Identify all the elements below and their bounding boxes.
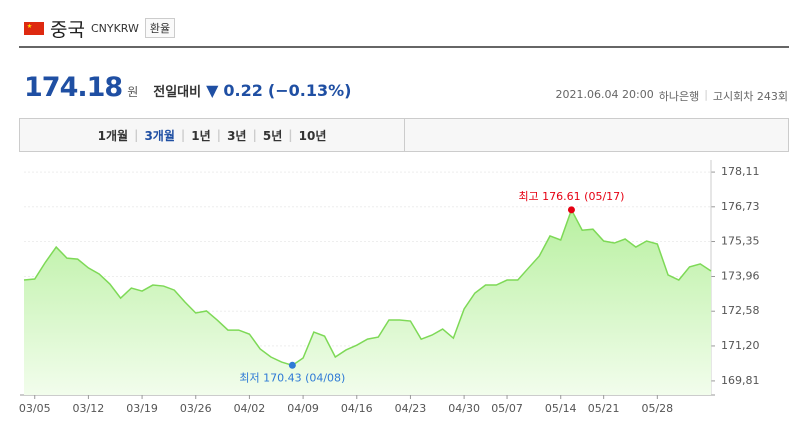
max-label: 최고 176.61 (05/17) bbox=[518, 190, 624, 203]
separator: | bbox=[134, 128, 139, 142]
datetime: 2021.06.04 20:00 bbox=[555, 88, 654, 101]
x-tick-label: 04/16 bbox=[341, 402, 373, 415]
x-tick-label: 05/07 bbox=[491, 402, 523, 415]
min-label: 최저 170.43 (04/08) bbox=[239, 371, 345, 384]
line bbox=[23, 207, 712, 367]
x-tick-label: 04/02 bbox=[234, 402, 266, 415]
separator: | bbox=[216, 128, 222, 142]
round: 고시회차 243회 bbox=[712, 90, 788, 103]
x-tick-label: 05/21 bbox=[588, 402, 620, 415]
y-tick-label: 169,81 bbox=[721, 374, 760, 387]
period-tab[interactable]: 10년 bbox=[298, 128, 327, 143]
separator: | bbox=[180, 128, 186, 142]
unit: 원 bbox=[127, 85, 139, 99]
x-tick-label: 04/09 bbox=[287, 402, 319, 415]
quote: 174.18 원 전일대비 ▼ 0.22 (−0.13%) bbox=[24, 72, 351, 103]
period-tab[interactable]: 5년 bbox=[262, 128, 283, 143]
divider bbox=[19, 46, 789, 48]
x-tick-label: 03/12 bbox=[73, 402, 105, 415]
rate-button[interactable]: 환율 bbox=[144, 18, 176, 38]
currency-name: 중국 bbox=[50, 18, 85, 41]
period-tab[interactable]: 3개월 bbox=[144, 128, 175, 143]
separator: | bbox=[704, 88, 708, 101]
y-tick-label: 175,35 bbox=[721, 235, 760, 248]
x-tick-label: 04/23 bbox=[395, 402, 427, 415]
bank: 하나은행 bbox=[658, 90, 700, 103]
x-tick-label: 03/26 bbox=[180, 402, 212, 415]
direction: ▼ bbox=[206, 81, 219, 100]
x-tick-label: 03/05 bbox=[19, 402, 51, 415]
min-point bbox=[288, 361, 296, 369]
period-tab[interactable]: 1개월 bbox=[97, 128, 129, 143]
max-point bbox=[567, 206, 575, 214]
x-tick-label: 05/14 bbox=[545, 402, 577, 415]
y-tick-label: 178,11 bbox=[721, 165, 760, 178]
x-tick-label: 05/28 bbox=[641, 402, 673, 415]
separator: | bbox=[288, 128, 293, 142]
x-tick-label: 03/19 bbox=[126, 402, 158, 415]
header: 중국 CNYKRW 환율 bbox=[24, 14, 176, 42]
period-tab[interactable]: 1년 bbox=[191, 128, 211, 143]
y-tick-label: 171,20 bbox=[721, 339, 760, 352]
change-label: 전일대비 bbox=[153, 85, 202, 100]
area bbox=[24, 209, 711, 395]
y-tick-label: 176,73 bbox=[721, 200, 760, 213]
period-tab[interactable]: 3년 bbox=[227, 128, 247, 143]
flag bbox=[24, 21, 44, 35]
change-pct: (−0.13%) bbox=[267, 81, 352, 100]
change: 0.22 bbox=[223, 81, 263, 100]
price: 174.18 bbox=[24, 72, 123, 103]
x-tick-label: 04/30 bbox=[448, 402, 480, 415]
info: 2021.06.04 20:00 하나은행 | 고시회차 243회 bbox=[556, 88, 788, 104]
tabs: 1개월 | 3개월 | 1년 | 3년 | 5년 | 10년 bbox=[20, 119, 405, 151]
y-tick-label: 172,58 bbox=[721, 304, 760, 317]
tab-bar: 1개월 | 3개월 | 1년 | 3년 | 5년 | 10년 bbox=[19, 118, 789, 152]
currency-code: CNYKRW bbox=[90, 21, 139, 35]
separator: | bbox=[252, 128, 257, 142]
y-tick-label: 173,96 bbox=[721, 269, 760, 282]
